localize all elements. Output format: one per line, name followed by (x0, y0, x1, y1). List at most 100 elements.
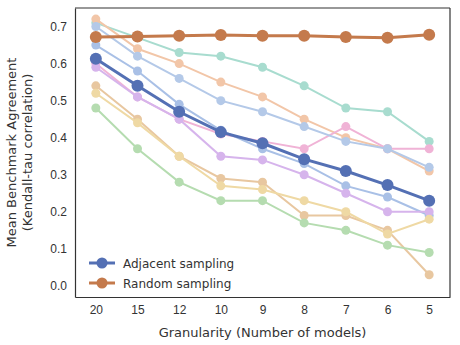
plot: 20 15 12 10 9 8 7 6 5 0.0 0.1 0.2 0.3 0.4 0.5 0.6 0.7 Adj… (50, 8, 450, 317)
y-tick-label: 0.5 (50, 94, 67, 108)
x-tick-label: 12 (173, 303, 187, 317)
faint-point (133, 92, 142, 101)
faint-line (96, 19, 429, 171)
axis-line (75, 9, 76, 298)
faint-point (383, 192, 392, 201)
frame (75, 7, 450, 8)
series-point (382, 32, 394, 44)
faint-point (300, 81, 309, 90)
faint-point (258, 92, 267, 101)
x-tick: 8 (301, 297, 308, 317)
faint-line (96, 64, 429, 149)
faint-point (175, 152, 184, 161)
faint-point (383, 207, 392, 216)
faint-point (383, 144, 392, 153)
faint-point (133, 144, 142, 153)
faint-point (425, 270, 434, 279)
series-point (90, 53, 102, 65)
series-point (132, 31, 144, 43)
x-tick: 6 (385, 297, 392, 317)
y-tick-label: 0.6 (50, 57, 67, 71)
y-axis-title: (Kendall-tau correlation) (20, 74, 35, 232)
series-point (132, 80, 144, 92)
data-layer (90, 15, 435, 280)
faint-point (175, 48, 184, 57)
faint-point (133, 66, 142, 75)
faint-point (133, 52, 142, 61)
faint-point (383, 230, 392, 239)
series-point (423, 29, 435, 41)
faint-line (96, 23, 429, 142)
faint-point (216, 181, 225, 190)
series-point (90, 31, 102, 43)
x-axis-title: Granularity (Number of models) (159, 325, 367, 340)
legend-label: Adjacent sampling (123, 257, 234, 271)
x-tick: 20 (90, 297, 104, 317)
y-tick: 0.4 (50, 131, 75, 145)
faint-point (341, 137, 350, 146)
faint-point (341, 226, 350, 235)
faint-line (96, 108, 429, 253)
faint-point (175, 74, 184, 83)
y-tick: 0.1 (50, 242, 75, 256)
x-tick: 5 (426, 297, 433, 317)
faint-point (258, 185, 267, 194)
faint-point (216, 52, 225, 61)
x-tick: 12 (173, 297, 187, 317)
faint-line (96, 93, 429, 234)
x-tick: 10 (215, 297, 229, 317)
y-tick: 0.7 (50, 20, 75, 34)
y-tick: 0.0 (50, 279, 75, 293)
faint-point (216, 196, 225, 205)
y-tick: 0.5 (50, 94, 75, 108)
y-tick-label: 0.4 (50, 131, 67, 145)
series-point (298, 153, 310, 165)
axis-line (76, 297, 451, 298)
faint-point (91, 104, 100, 113)
series-point (340, 165, 352, 177)
x-tick-label: 9 (260, 303, 267, 317)
chart: 20 15 12 10 9 8 7 6 5 0.0 0.1 0.2 0.3 0.4 0.5 0.6 0.7 Adj… (0, 0, 460, 345)
faint-point (383, 144, 392, 153)
faint-point (341, 207, 350, 216)
x-tick-label: 6 (385, 303, 392, 317)
y-tick-label: 0.3 (50, 168, 67, 182)
faint-point (341, 122, 350, 131)
x-axis: 20 15 12 10 9 8 7 6 5 (76, 297, 451, 317)
series-point (173, 30, 185, 42)
faint-point (216, 96, 225, 105)
legend-label: Random sampling (123, 277, 231, 291)
series-line (96, 59, 429, 201)
y-axis: 0.0 0.1 0.2 0.3 0.4 0.5 0.6 0.7 (50, 9, 75, 298)
legend-marker (97, 258, 108, 269)
x-tick: 9 (260, 297, 267, 317)
x-tick-label: 5 (426, 303, 433, 317)
legend-marker (97, 278, 108, 289)
faint-point (175, 152, 184, 161)
x-tick: 15 (131, 297, 145, 317)
faint-point (383, 144, 392, 153)
faint-point (425, 144, 434, 153)
y-tick: 0.2 (50, 205, 75, 219)
y-tick-label: 0.0 (50, 279, 67, 293)
faint-point (341, 189, 350, 198)
x-tick-label: 20 (90, 303, 104, 317)
faint-point (133, 92, 142, 101)
x-tick: 7 (343, 297, 350, 317)
y-tick-label: 0.2 (50, 205, 67, 219)
faint-point (300, 122, 309, 131)
series-point (215, 29, 227, 41)
faint-point (425, 215, 434, 224)
faint-point (300, 144, 309, 153)
x-tick-label: 15 (131, 303, 145, 317)
series-point (257, 137, 269, 149)
faint-point (425, 248, 434, 257)
legend: Adjacent sampling Random sampling (89, 257, 234, 291)
faint-point (175, 178, 184, 187)
x-tick-label: 8 (301, 303, 308, 317)
faint-point (258, 155, 267, 164)
faint-point (258, 63, 267, 72)
faint-point (91, 22, 100, 31)
series-point (215, 126, 227, 138)
faint-line (96, 67, 429, 212)
